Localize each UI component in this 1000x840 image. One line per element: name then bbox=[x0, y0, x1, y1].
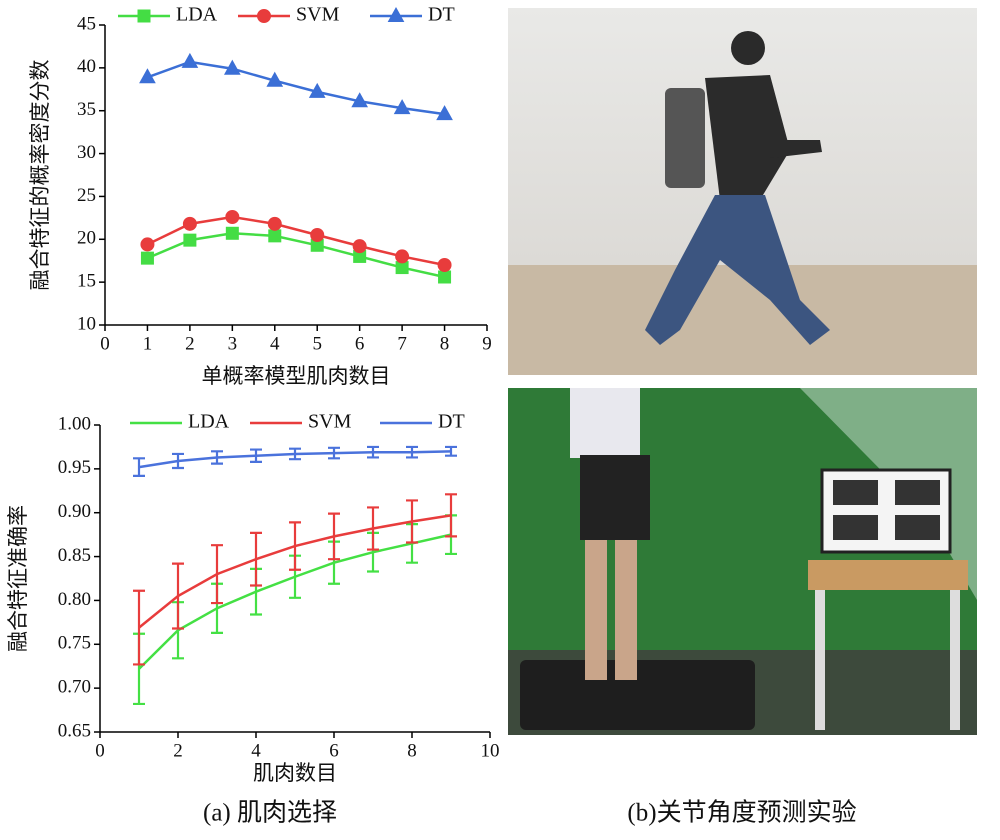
y-tick-label: 30 bbox=[77, 142, 96, 163]
marker bbox=[223, 59, 241, 75]
error-bar bbox=[406, 445, 418, 459]
marker bbox=[266, 71, 284, 87]
series-line bbox=[147, 60, 445, 116]
error-bar bbox=[289, 447, 301, 461]
x-axis-label: 单概率模型肌肉数目 bbox=[202, 364, 391, 388]
x-tick-label: 9 bbox=[482, 333, 492, 354]
marker bbox=[225, 210, 240, 224]
series-line bbox=[146, 215, 445, 267]
marker bbox=[310, 228, 325, 242]
error-bar bbox=[211, 544, 223, 605]
error-bar bbox=[211, 450, 223, 465]
error-bar bbox=[445, 445, 457, 457]
x-tick-label: 0 bbox=[95, 740, 105, 761]
marker bbox=[267, 216, 282, 231]
error-bar bbox=[172, 452, 184, 470]
legend-label: DT bbox=[438, 411, 465, 433]
x-tick-label: 10 bbox=[481, 740, 500, 761]
marker bbox=[183, 233, 197, 247]
x-tick-label: 5 bbox=[312, 333, 322, 354]
y-tick-label: 0.95 bbox=[58, 457, 91, 478]
error-bar bbox=[289, 521, 301, 571]
x-tick-label: 4 bbox=[270, 333, 280, 354]
y-tick-label: 1.00 bbox=[58, 413, 91, 434]
marker bbox=[393, 99, 411, 115]
y-tick-label: 0.75 bbox=[58, 633, 91, 654]
marker bbox=[395, 249, 410, 264]
x-tick-label: 0 bbox=[100, 333, 110, 354]
legend-label: LDA bbox=[176, 4, 218, 26]
x-tick-label: 8 bbox=[407, 740, 417, 761]
series-line bbox=[146, 232, 445, 279]
y-tick-label: 15 bbox=[77, 271, 96, 292]
error-bar bbox=[406, 499, 418, 544]
error-bar bbox=[445, 493, 457, 538]
x-tick-label: 2 bbox=[185, 333, 195, 354]
legend-label: DT bbox=[428, 4, 455, 26]
marker bbox=[181, 52, 199, 68]
y-tick-label: 25 bbox=[77, 185, 96, 206]
y-tick-label: 35 bbox=[77, 99, 96, 120]
x-tick-label: 3 bbox=[228, 333, 238, 354]
y-tick-label: 0.80 bbox=[58, 589, 91, 610]
error-bar bbox=[328, 446, 340, 460]
y-tick-label: 40 bbox=[77, 56, 96, 77]
x-axis-label: 肌肉数目 bbox=[253, 761, 337, 785]
legend-label: SVM bbox=[308, 411, 352, 433]
legend-label: LDA bbox=[188, 411, 230, 433]
y-tick-label: 0.65 bbox=[58, 720, 91, 741]
marker bbox=[225, 226, 239, 240]
error-bar bbox=[367, 445, 379, 459]
marker bbox=[137, 9, 151, 23]
caption-a: (a) 肌肉选择 bbox=[203, 799, 337, 827]
y-tick-label: 20 bbox=[77, 228, 96, 249]
y-tick-label: 45 bbox=[77, 13, 96, 34]
y-axis-label: 融合特征准确率 bbox=[6, 505, 30, 652]
y-tick-label: 0.85 bbox=[58, 545, 91, 566]
marker bbox=[308, 82, 326, 98]
marker bbox=[182, 216, 197, 231]
marker bbox=[352, 239, 367, 254]
marker bbox=[437, 258, 452, 272]
error-bar bbox=[367, 506, 379, 551]
x-tick-label: 4 bbox=[251, 740, 261, 761]
photo-walking bbox=[508, 8, 977, 375]
caption-b: (b)关节角度预测实验 bbox=[627, 799, 856, 827]
marker bbox=[351, 92, 369, 108]
error-bar bbox=[250, 448, 262, 463]
photo-treadmill bbox=[508, 388, 977, 735]
marker bbox=[140, 237, 155, 252]
error-bar bbox=[133, 589, 145, 666]
error-bar bbox=[172, 562, 184, 630]
legend-label: SVM bbox=[296, 4, 340, 26]
x-tick-label: 6 bbox=[329, 740, 339, 761]
error-bar bbox=[133, 457, 145, 477]
error-bar bbox=[250, 531, 262, 587]
marker bbox=[139, 68, 156, 84]
marker bbox=[257, 9, 271, 23]
error-bar bbox=[328, 512, 340, 561]
y-axis-label: 融合特征的概率密度分数 bbox=[28, 60, 52, 291]
marker bbox=[436, 105, 453, 121]
marker bbox=[438, 270, 452, 284]
x-tick-label: 1 bbox=[143, 333, 153, 354]
marker bbox=[387, 6, 405, 22]
marker bbox=[140, 251, 154, 265]
x-tick-label: 8 bbox=[440, 333, 450, 354]
y-tick-label: 0.70 bbox=[58, 677, 91, 698]
x-tick-label: 2 bbox=[173, 740, 183, 761]
x-tick-label: 6 bbox=[355, 333, 365, 354]
y-tick-label: 10 bbox=[77, 313, 96, 334]
x-tick-label: 7 bbox=[397, 333, 407, 354]
marker bbox=[268, 229, 282, 243]
y-tick-label: 0.90 bbox=[58, 501, 91, 522]
